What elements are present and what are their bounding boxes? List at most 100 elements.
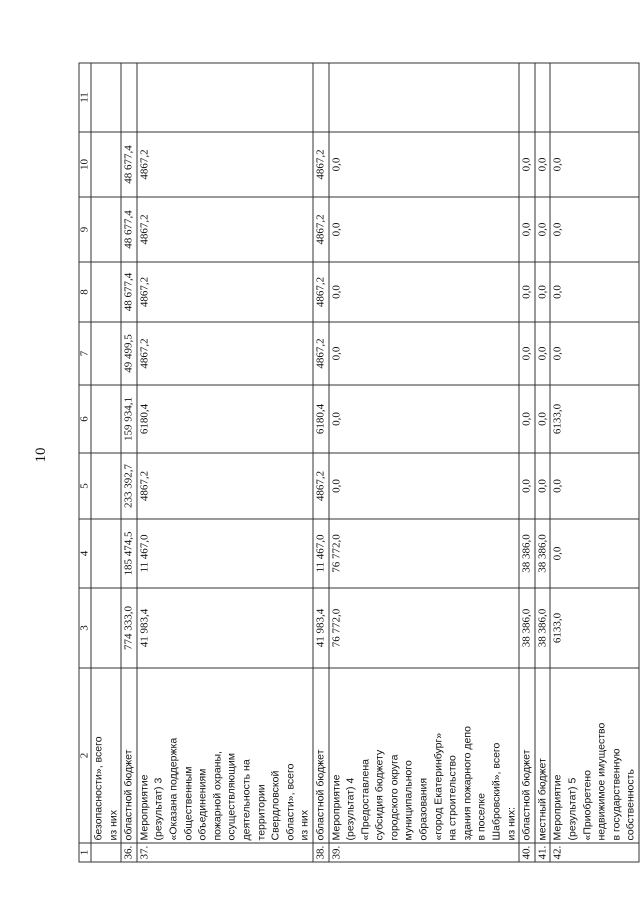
- column-number-7: 7: [78, 321, 91, 385]
- value-cell-col-11: [518, 62, 535, 132]
- value-cell-col-3: 774 333,0: [120, 587, 137, 668]
- value-cell-col-3: 41 983,4: [136, 587, 313, 668]
- column-number-9: 9: [78, 196, 91, 262]
- column-number-3: 3: [78, 587, 91, 668]
- value-cell-col-6: 6180,4: [312, 384, 328, 453]
- value-cell-col-10: 0,0: [534, 131, 550, 197]
- table-row: 36. областной бюджет 774 333,0 185 474,5 233…: [120, 62, 137, 862]
- value-cell-col-6: 0,0: [534, 384, 550, 453]
- value-cell-col-8: 0,0: [549, 261, 639, 322]
- table-row: 37. Мероприятие (результат) 3 «Оказана по…: [136, 62, 313, 862]
- value-cell-col-11: [328, 62, 519, 132]
- column-number-10: 10: [78, 131, 91, 197]
- column-number-11: 11: [78, 62, 91, 132]
- value-cell-col-8: 0,0: [328, 261, 519, 322]
- column-number-4: 4: [78, 518, 91, 588]
- value-cell-col-4: 76 772,0: [328, 518, 519, 588]
- row-label: Мероприятие (результат) 5 «Приобретено н…: [549, 667, 639, 843]
- table-row: 41. местный бюджет 38 386,0 38 386,0 0,0 0,0 0…: [534, 62, 550, 862]
- value-cell-col-4: 11 467,0: [136, 518, 313, 588]
- value-cell-col-11: [549, 62, 639, 132]
- value-cell-col-7: 0,0: [518, 321, 535, 385]
- value-cell-col-7: [90, 321, 121, 385]
- value-cell-col-3: 38 386,0: [534, 587, 550, 668]
- row-number: 41.: [534, 842, 550, 862]
- value-cell-col-9: 0,0: [328, 196, 519, 262]
- value-cell-col-8: 4867,2: [312, 261, 328, 322]
- column-number-6: 6: [78, 384, 91, 453]
- row-label: безопасности», всего из них: [90, 667, 121, 843]
- column-number-5: 5: [78, 452, 91, 519]
- value-cell-col-8: 0,0: [534, 261, 550, 322]
- row-label: Мероприятие (результат) 4 «Предоставлена…: [328, 667, 519, 843]
- row-label: областной бюджет: [120, 667, 137, 843]
- value-cell-col-7: 0,0: [549, 321, 639, 385]
- value-cell-col-7: 49 499,5: [120, 321, 137, 385]
- row-number: 39.: [328, 842, 519, 862]
- value-cell-col-8: 48 677,4: [120, 261, 137, 322]
- value-cell-col-10: 0,0: [549, 131, 639, 197]
- value-cell-col-3: 6133,0: [549, 587, 639, 668]
- value-cell-col-7: 0,0: [534, 321, 550, 385]
- value-cell-col-4: 11 467,0: [312, 518, 328, 588]
- column-number-2: 2: [78, 667, 91, 843]
- value-cell-col-3: 38 386,0: [518, 587, 535, 668]
- row-number: 36.: [120, 842, 137, 862]
- value-cell-col-8: 4867,2: [136, 261, 313, 322]
- value-cell-col-9: 4867,2: [136, 196, 313, 262]
- value-cell-col-3: [90, 587, 121, 668]
- value-cell-col-3: 41 983,4: [312, 587, 328, 668]
- value-cell-col-10: 4867,2: [136, 131, 313, 197]
- row-label: местный бюджет: [534, 667, 550, 843]
- value-cell-col-4: 0,0: [549, 518, 639, 588]
- value-cell-col-6: 0,0: [518, 384, 535, 453]
- table-row: 38. областной бюджет 41 983,4 11 467,0 4867,…: [312, 62, 328, 862]
- value-cell-col-9: 4867,2: [312, 196, 328, 262]
- row-label: Мероприятие (результат) 3 «Оказана подде…: [136, 667, 313, 843]
- value-cell-col-10: 4867,2: [312, 131, 328, 197]
- value-cell-col-6: 6133,0: [549, 384, 639, 453]
- row-number: 40.: [518, 842, 535, 862]
- value-cell-col-9: [90, 196, 121, 262]
- value-cell-col-5: 0,0: [518, 452, 535, 519]
- value-cell-col-9: 0,0: [518, 196, 535, 262]
- value-cell-col-9: 48 677,4: [120, 196, 137, 262]
- row-number: 38.: [312, 842, 328, 862]
- column-number-row: 1 2 3 4 5 6 7 8 9 10 11: [78, 62, 91, 862]
- value-cell-col-4: [90, 518, 121, 588]
- value-cell-col-4: 185 474,5: [120, 518, 137, 588]
- value-cell-col-11: [90, 62, 121, 132]
- value-cell-col-7: 4867,2: [312, 321, 328, 385]
- table-row: 42. Мероприятие (результат) 5 «Приобретен…: [549, 62, 639, 862]
- value-cell-col-10: [90, 131, 121, 197]
- value-cell-col-11: [136, 62, 313, 132]
- value-cell-col-4: 38 386,0: [534, 518, 550, 588]
- row-label: областной бюджет: [312, 667, 328, 843]
- value-cell-col-5: 0,0: [328, 452, 519, 519]
- value-cell-col-5: 4867,2: [136, 452, 313, 519]
- value-cell-col-5: 233 392,7: [120, 452, 137, 519]
- row-number: [90, 842, 121, 862]
- value-cell-col-11: [534, 62, 550, 132]
- page-number: 10: [33, 447, 49, 463]
- value-cell-col-6: 159 934,1: [120, 384, 137, 453]
- row-number: 42.: [549, 842, 639, 862]
- value-cell-col-10: 48 677,4: [120, 131, 137, 197]
- row-label: областной бюджет: [518, 667, 535, 843]
- value-cell-col-8: 0,0: [518, 261, 535, 322]
- value-cell-col-6: [90, 384, 121, 453]
- table-row: 39. Мероприятие (результат) 4 «Предоставл…: [328, 62, 519, 862]
- value-cell-col-10: 0,0: [518, 131, 535, 197]
- value-cell-col-6: 6180,4: [136, 384, 313, 453]
- value-cell-col-11: [312, 62, 328, 132]
- table-row: 40. областной бюджет 38 386,0 38 386,0 0,0 0,…: [518, 62, 535, 862]
- value-cell-col-7: 0,0: [328, 321, 519, 385]
- value-cell-col-5: 0,0: [549, 452, 639, 519]
- table-row: безопасности», всего из них: [90, 62, 121, 862]
- value-cell-col-8: [90, 261, 121, 322]
- value-cell-col-5: 4867,2: [312, 452, 328, 519]
- value-cell-col-10: 0,0: [328, 131, 519, 197]
- budget-table: 1 2 3 4 5 6 7 8 9 10 11 безопасности», всего из них…: [78, 62, 639, 862]
- value-cell-col-7: 4867,2: [136, 321, 313, 385]
- value-cell-col-5: 0,0: [534, 452, 550, 519]
